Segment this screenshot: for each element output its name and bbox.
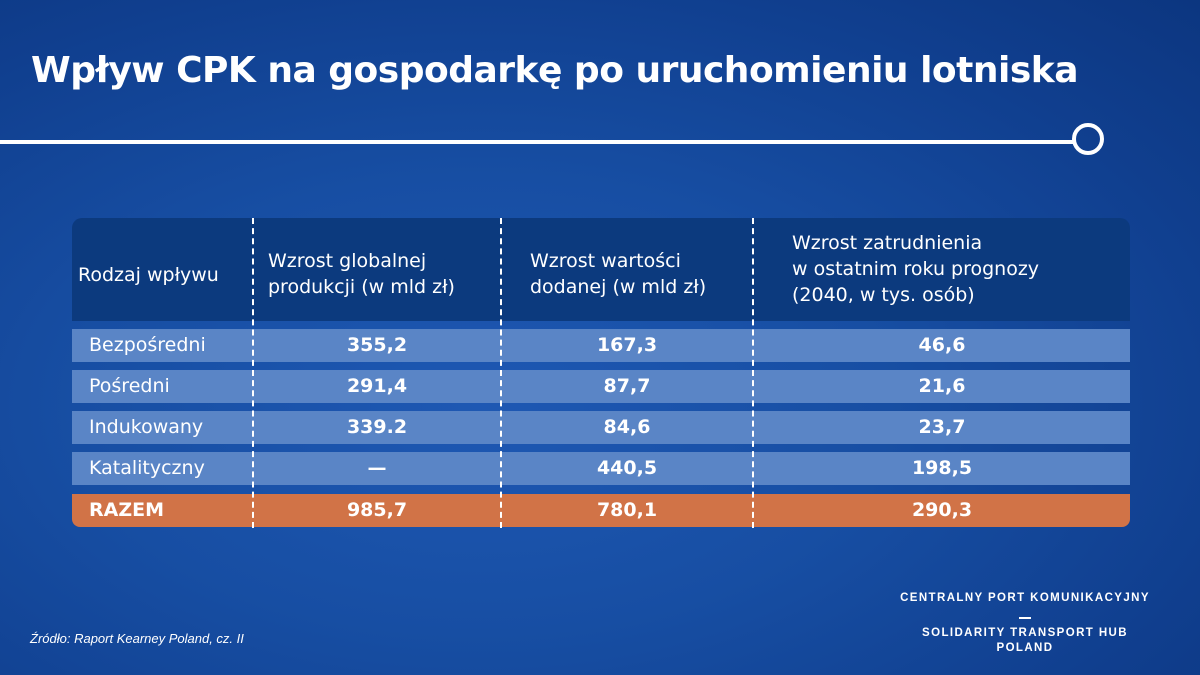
- table-row-bg: [72, 370, 1130, 403]
- column-divider: [752, 218, 754, 528]
- header-line: (2040, w tys. osób): [792, 284, 975, 306]
- brand-separator: [1019, 617, 1031, 619]
- column-divider: [252, 218, 254, 528]
- header-line: w ostatnim roku prognozy: [792, 258, 1040, 280]
- table-cell-value: —: [367, 457, 387, 479]
- table-row-bg: [72, 452, 1130, 485]
- table-cell-value: 291,4: [346, 375, 408, 397]
- table-cell-value: 355,2: [346, 334, 408, 356]
- table-header-bg: [72, 218, 1130, 321]
- source-note: Źródło: Raport Kearney Poland, cz. II: [30, 631, 244, 646]
- table-row-bg: [72, 329, 1130, 362]
- table-cell-value: 198,5: [911, 457, 973, 479]
- brand-line-2: SOLIDARITY TRANSPORT HUB: [922, 627, 1128, 639]
- table-cell-value: 87,7: [603, 375, 651, 397]
- table-cell-value: 23,7: [918, 416, 966, 438]
- table-cell-value: 339.2: [346, 416, 408, 438]
- table-cell-value: 167,3: [596, 334, 658, 356]
- header-line: Wzrost wartości: [530, 250, 681, 272]
- header-cell-type: Rodzaj wpływu: [78, 262, 219, 288]
- table-cell-label: Indukowany: [89, 416, 204, 438]
- table-cell-value: 21,6: [918, 375, 966, 397]
- title-rule: [0, 140, 1074, 144]
- header-line: Wzrost zatrudnienia: [792, 232, 983, 254]
- table-total-row-bg: [72, 494, 1130, 527]
- column-divider: [500, 218, 502, 528]
- brand-line-1: CENTRALNY PORT KOMUNIKACYJNY: [900, 592, 1150, 604]
- table-cell-value: 440,5: [596, 457, 658, 479]
- page-title: Wpływ CPK na gospodarkę po uruchomieniu …: [31, 50, 1078, 91]
- brand-line-3: POLAND: [996, 642, 1054, 654]
- table-cell-label: Pośredni: [89, 375, 170, 397]
- impact-table: Rodzaj wpływu Wzrost globalnej produkcji…: [72, 218, 1130, 528]
- header-line: Wzrost globalnej: [268, 250, 427, 272]
- rule-circle-icon: [1072, 123, 1104, 155]
- header-cell-production: Wzrost globalnej produkcji (w mld zł): [268, 248, 455, 300]
- header-cell-value-added: Wzrost wartości dodanej (w mld zł): [530, 248, 706, 300]
- table-total-value: 780,1: [596, 499, 658, 521]
- header-line: Rodzaj wpływu: [78, 264, 219, 286]
- table-cell-value: 46,6: [918, 334, 966, 356]
- header-line: produkcji (w mld zł): [268, 276, 455, 298]
- table-total-value: 985,7: [346, 499, 408, 521]
- table-row-bg: [72, 411, 1130, 444]
- header-line: dodanej (w mld zł): [530, 276, 707, 298]
- table-cell-label: Bezpośredni: [89, 334, 206, 356]
- header-cell-employment: Wzrost zatrudnienia w ostatnim roku prog…: [792, 230, 1039, 308]
- table-total-label: RAZEM: [89, 499, 164, 521]
- table-total-value: 290,3: [911, 499, 973, 521]
- table-cell-label: Katalityczny: [89, 457, 205, 479]
- table-cell-value: 84,6: [603, 416, 651, 438]
